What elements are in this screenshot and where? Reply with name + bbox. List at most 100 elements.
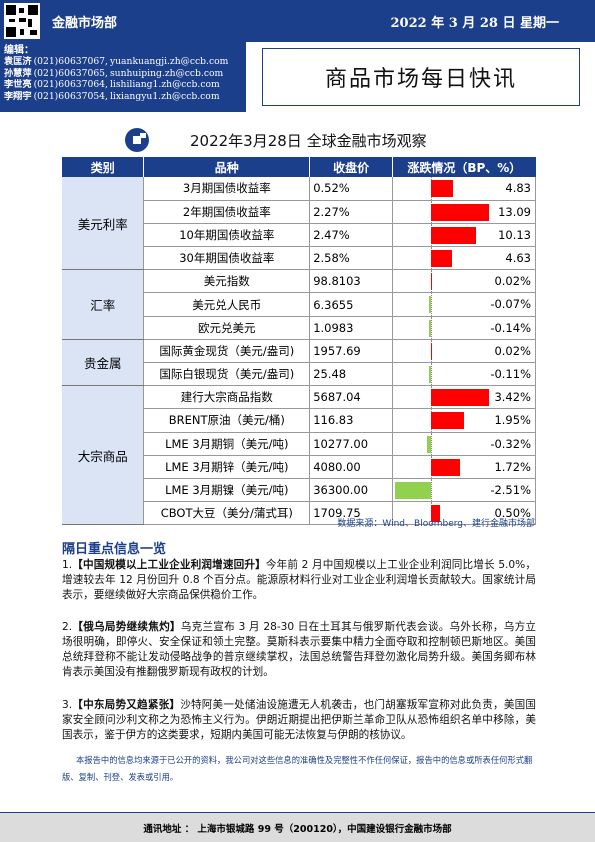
instrument-name: 美元兑人民币 (143, 292, 311, 317)
close-value: 116.83 (309, 408, 394, 433)
col-header-category: 类别 (62, 157, 145, 177)
editor-phone: (021)60637065, (33, 67, 108, 79)
editor-email[interactable]: lixiangyu1.zh@ccb.com (109, 90, 220, 102)
table-row: 欧元兑美元 1.0983 -0.14% (62, 316, 536, 340)
department-name: 金融市场部 (52, 16, 118, 31)
news-headline: 【俄乌局势继续焦灼】 (72, 621, 181, 633)
change-cell: 4.63 (392, 246, 536, 271)
instrument-name: 3月期国债收益率 (143, 177, 311, 201)
report-title: 商品市场每日快讯 (262, 48, 580, 106)
editor-email[interactable]: lishiliang1.zh@ccb.com (109, 79, 220, 91)
change-value: 0.02% (494, 343, 531, 358)
close-value: 1.0983 (309, 316, 394, 340)
instrument-name: 2年期国债收益率 (143, 200, 311, 224)
zero-axis (431, 293, 433, 316)
editor-name: 袁匡济 (4, 56, 32, 67)
change-cell: 1.72% (392, 455, 536, 479)
news-item: 1.【中国规模以上工业企业利润增速回升】今年前 2 月中国规模以上工业企业利润同… (62, 558, 536, 603)
change-bar (431, 273, 433, 291)
table-title: 2022年3月28日 全球金融市场观察 (190, 132, 427, 150)
change-bar (426, 435, 432, 453)
change-bar (431, 505, 440, 523)
table-row: 美元兑人民币 6.3655 -0.07% (62, 292, 536, 317)
news-headline: 【中国规模以上工业企业利润增速回升】 (72, 559, 266, 571)
change-value: 10.13 (498, 227, 531, 242)
editor-email[interactable]: yuankuangji.zh@ccb.com (109, 56, 229, 67)
report-date: 2022 年 3 月 28 日 星期一 (390, 16, 559, 31)
change-cell: 4.83 (392, 177, 536, 201)
news-number: 1. (62, 559, 73, 571)
instrument-name: CBOT大豆（美分/蒲式耳) (143, 501, 311, 526)
editor-phone: (021)60637064, (33, 79, 108, 91)
change-bar (431, 412, 465, 430)
change-bar (431, 203, 490, 221)
market-table: 类别 品种 收盘价 涨跌情况（BP、%） 美元利率 3月期国债收益率 0.52% 4.… (62, 157, 536, 526)
change-value: 0.02% (494, 274, 531, 289)
change-value: 1.95% (494, 413, 531, 428)
change-cell: 10.13 (392, 223, 536, 248)
zero-axis (431, 316, 433, 339)
table-row: 2年期国债收益率 2.27% 13.09 (62, 200, 536, 224)
zero-axis (431, 478, 433, 502)
instrument-name: 建行大宗商品指数 (143, 385, 311, 410)
disclaimer: 本报告中的信息均来源于已公开的资料，我公司对这些信息的准确性及完整性不作任何保证… (62, 755, 533, 782)
change-bar (431, 342, 433, 360)
instrument-name: LME 3月期镍（美元/吨) (143, 478, 311, 503)
col-header-close: 收盘价 (309, 157, 394, 177)
category-cell: 贵金属 (62, 339, 145, 387)
close-value: 4080.00 (309, 455, 394, 479)
change-value: 1.72% (494, 459, 531, 474)
instrument-name: 30年期国债收益率 (143, 246, 311, 271)
close-value: 2.27% (309, 200, 394, 224)
close-value: 2.58% (309, 246, 394, 271)
close-value: 1957.69 (309, 339, 394, 364)
news-number: 2. (62, 621, 73, 633)
table-row: 大宗商品 建行大宗商品指数 5687.04 3.42% (62, 385, 536, 526)
change-value: 4.63 (505, 251, 531, 266)
news-number: 3. (62, 699, 73, 711)
change-cell: 0.02% (392, 339, 536, 364)
editors-label: 编辑： (4, 45, 34, 56)
change-bar (431, 389, 490, 407)
editor-phone: (021)60637054, (33, 90, 108, 102)
editor-row: 李翔宇 (021)60637054, lixiangyu1.zh@ccb.com (4, 91, 246, 103)
close-value: 36300.00 (309, 478, 394, 503)
col-header-change: 涨跌情况（BP、%） (392, 157, 536, 177)
close-value: 1709.75 (309, 501, 394, 526)
ccb-logo-icon (125, 128, 149, 152)
close-value: 0.52% (309, 177, 394, 201)
change-bar (429, 296, 432, 314)
change-bar (429, 319, 432, 337)
instrument-name: 欧元兑美元 (143, 316, 311, 340)
editor-email[interactable]: sunhuiping.zh@ccb.com (109, 67, 224, 79)
editor-row: 孙慧萍 (021)60637065, sunhuiping.zh@ccb.com (4, 68, 246, 80)
close-value: 6.3655 (309, 292, 394, 317)
table-row: 美元利率 3月期国债收益率 0.52% 4.83 (62, 177, 536, 271)
change-value: -0.14% (490, 320, 531, 335)
change-bar (431, 226, 477, 244)
close-value: 10277.00 (309, 432, 394, 456)
editor-name: 李世亮 (4, 79, 32, 91)
change-cell: -0.32% (392, 432, 536, 456)
change-cell: 0.02% (392, 269, 536, 294)
news-item: 2.【俄乌局势继续焦灼】乌克兰宣布 3 月 28-30 日在土耳其与俄罗斯代表会… (62, 620, 536, 680)
news-headline: 【中东局势又趋紧张】 (72, 699, 181, 711)
change-value: -0.07% (490, 297, 531, 312)
change-value: -0.32% (490, 436, 531, 451)
change-bar (431, 180, 453, 197)
change-value: 13.09 (498, 204, 531, 219)
zero-axis (431, 432, 433, 455)
change-value: 3.42% (494, 390, 531, 405)
news-body: 乌克兰宣布 3 月 28-30 日在土耳其与俄罗斯代表会谈。乌外长称，乌方立场很… (62, 621, 537, 678)
category-cell: 美元利率 (62, 177, 145, 271)
change-cell: -0.07% (392, 292, 536, 317)
change-value: 4.83 (505, 181, 531, 195)
category-cell: 大宗商品 (62, 385, 145, 526)
instrument-name: 美元指数 (143, 269, 311, 294)
instrument-name: LME 3月期铜（美元/吨) (143, 432, 311, 456)
close-value: 2.47% (309, 223, 394, 248)
table-row: CBOT大豆（美分/蒲式耳) 1709.75 0.50% (62, 501, 536, 526)
close-value: 98.8103 (309, 269, 394, 294)
change-cell: 0.50% (392, 501, 536, 526)
change-bar (429, 366, 432, 383)
